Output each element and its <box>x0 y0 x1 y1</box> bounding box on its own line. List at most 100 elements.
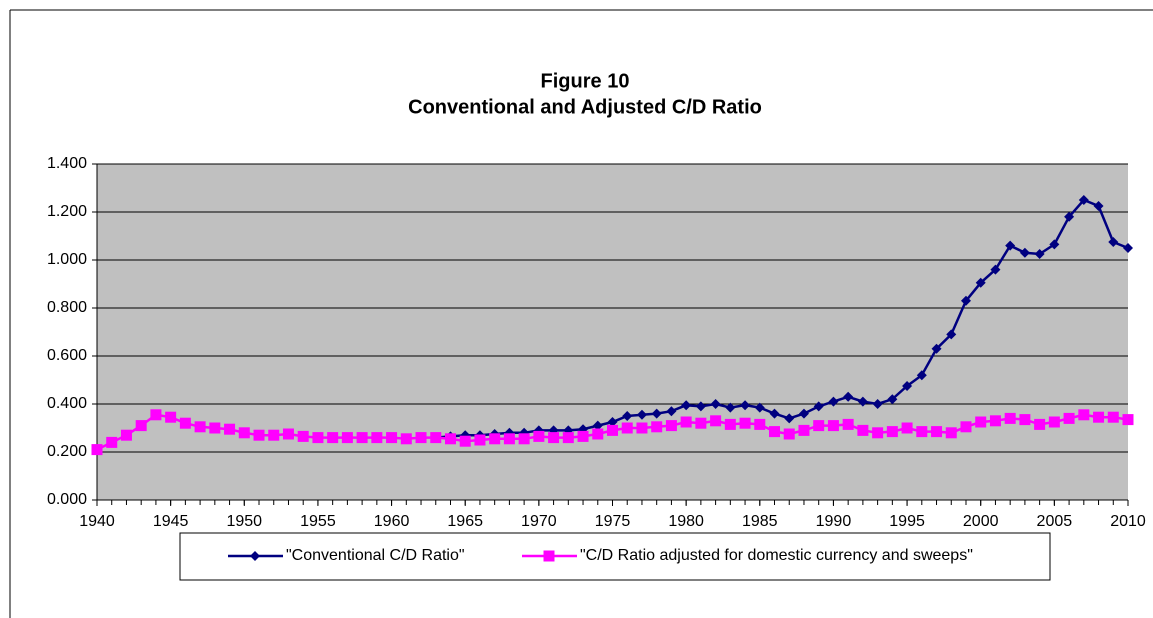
data-point <box>312 432 324 444</box>
data-point <box>695 401 706 412</box>
y-tick-label: 0.600 <box>47 347 87 364</box>
data-point <box>651 421 663 433</box>
data-point <box>194 421 206 433</box>
data-point <box>1034 249 1045 259</box>
data-point <box>327 432 339 444</box>
legend-label: "C/D Ratio adjusted for domestic currenc… <box>580 547 973 564</box>
data-point <box>592 420 603 431</box>
plot-area <box>97 164 1128 500</box>
data-point <box>843 391 854 402</box>
data-point <box>931 343 942 354</box>
data-point <box>1064 211 1075 222</box>
legend-marker <box>250 551 260 561</box>
data-point <box>444 433 456 445</box>
data-point <box>975 416 987 428</box>
data-point <box>680 416 692 428</box>
x-tick-label: 2000 <box>963 513 999 530</box>
data-point <box>224 423 236 435</box>
x-tick-label: 1945 <box>153 513 189 530</box>
data-point <box>798 408 809 419</box>
data-point <box>695 417 707 429</box>
data-point <box>621 422 633 434</box>
data-point <box>857 424 869 436</box>
data-point <box>474 434 486 446</box>
data-point <box>106 436 118 448</box>
y-tick-label: 1.200 <box>47 203 87 220</box>
data-point <box>666 406 677 417</box>
data-point <box>990 264 1001 275</box>
data-point <box>607 424 618 436</box>
data-point <box>739 417 751 429</box>
data-point <box>872 427 884 439</box>
data-point <box>783 428 795 440</box>
data-point <box>931 426 943 438</box>
legend-marker <box>543 550 555 562</box>
data-point <box>297 430 309 442</box>
data-point <box>400 433 412 445</box>
data-point <box>1078 195 1089 205</box>
data-point <box>902 381 913 391</box>
data-point <box>1019 247 1030 258</box>
data-point <box>120 429 132 441</box>
data-point <box>1078 409 1090 421</box>
data-point <box>282 428 294 440</box>
data-point <box>165 411 177 423</box>
x-tick-label: 1965 <box>447 513 483 530</box>
data-point <box>989 415 1001 427</box>
x-tick-label: 1980 <box>668 513 704 530</box>
data-point <box>916 370 927 381</box>
data-point <box>960 295 971 306</box>
data-point <box>577 430 589 442</box>
data-point <box>784 413 795 424</box>
data-point <box>813 401 824 412</box>
x-tick-label: 2010 <box>1110 513 1146 530</box>
x-tick-label: 1940 <box>79 513 115 530</box>
data-point <box>592 428 604 440</box>
data-point <box>415 432 427 444</box>
data-point <box>430 432 442 444</box>
x-tick-label: 1950 <box>226 513 262 530</box>
x-tick-label: 1990 <box>816 513 852 530</box>
data-point <box>945 427 957 439</box>
data-point <box>710 399 721 409</box>
data-point <box>268 429 280 441</box>
data-point <box>1093 201 1104 211</box>
data-point <box>754 418 766 430</box>
data-point <box>1093 411 1105 423</box>
data-point <box>135 420 147 432</box>
data-point <box>916 426 928 438</box>
data-point <box>651 408 662 419</box>
data-point <box>1108 237 1119 247</box>
x-tick-label: 1955 <box>300 513 336 530</box>
data-point <box>1004 412 1016 424</box>
x-tick-label: 1975 <box>595 513 631 530</box>
y-tick-label: 0.400 <box>47 395 87 412</box>
data-point <box>1122 414 1134 426</box>
data-point <box>1005 240 1016 251</box>
data-point <box>769 426 781 438</box>
data-point <box>503 433 515 445</box>
data-point <box>179 417 191 429</box>
legend-box <box>179 532 1051 581</box>
data-point <box>533 430 545 442</box>
data-point <box>886 426 898 438</box>
data-point <box>960 421 972 433</box>
data-point <box>459 435 471 447</box>
data-point <box>1049 239 1060 250</box>
y-tick-label: 1.000 <box>47 251 87 268</box>
data-point <box>1123 243 1133 253</box>
data-point <box>371 432 383 444</box>
data-point <box>562 432 574 444</box>
data-point <box>901 422 913 434</box>
data-point <box>740 400 751 411</box>
data-point <box>356 432 368 444</box>
y-tick-label: 0.000 <box>47 491 87 508</box>
data-point <box>975 277 986 288</box>
data-point <box>857 396 868 407</box>
data-point <box>238 427 250 439</box>
data-point <box>1048 416 1060 428</box>
chart-title: Figure 10 <box>541 70 630 92</box>
data-point <box>1019 414 1031 426</box>
y-tick-label: 0.200 <box>47 443 87 460</box>
